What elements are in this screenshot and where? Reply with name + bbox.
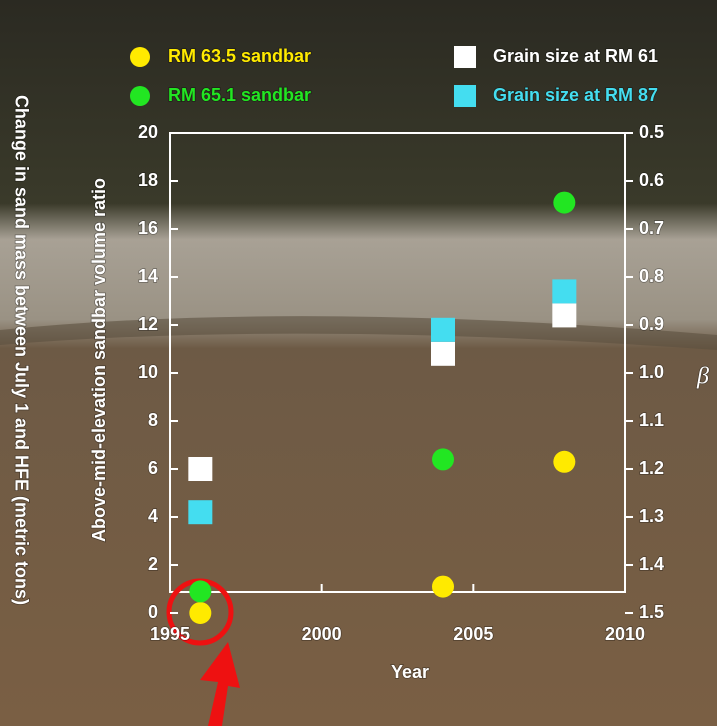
point [189,580,211,602]
legend-label: RM 65.1 sandbar [168,85,311,105]
y2-tick-label: 1.1 [639,410,664,430]
y2-tick-label: 0.8 [639,266,664,286]
point [552,279,576,303]
legend-swatch [130,47,150,67]
y-tick-label: 18 [138,170,158,190]
x-axis-label: Year [391,662,429,682]
y2-tick-label: 1.0 [639,362,664,382]
legend-label: Grain size at RM 87 [493,85,658,105]
y-tick-label: 16 [138,218,158,238]
y2-tick-label: 1.4 [639,554,664,574]
point [552,303,576,327]
y2-axis-label: β [696,364,709,390]
outer-y-label: Change in sand mass between July 1 and H… [11,95,31,605]
x-tick-label: 2005 [453,624,493,644]
y-tick-label: 0 [148,602,158,622]
point [431,318,455,342]
y-tick-label: 8 [148,410,158,430]
y-tick-label: 4 [148,506,158,526]
y2-tick-label: 0.6 [639,170,664,190]
legend-label: RM 63.5 sandbar [168,46,311,66]
y-tick-label: 12 [138,314,158,334]
point [431,342,455,366]
y2-tick-label: 1.5 [639,602,664,622]
y2-tick-label: 0.9 [639,314,664,334]
legend-swatch [130,86,150,106]
y-tick-label: 14 [138,266,158,286]
legend-swatch [454,46,476,68]
y-tick-label: 20 [138,122,158,142]
y2-tick-label: 0.5 [639,122,664,142]
y-tick-label: 10 [138,362,158,382]
point [188,457,212,481]
point [553,192,575,214]
y-axis-label: Above-mid-elevation sandbar volume ratio [89,178,109,542]
legend-label: Grain size at RM 61 [493,46,658,66]
point [553,451,575,473]
legend-swatch [454,85,476,107]
point [432,448,454,470]
chart: Year Above-mid-elevation sandbar volume … [0,0,717,726]
y2-tick-label: 1.2 [639,458,664,478]
y-tick-label: 6 [148,458,158,478]
point [432,576,454,598]
y-tick-label: 2 [148,554,158,574]
y2-tick-label: 1.3 [639,506,664,526]
point [188,500,212,524]
x-tick-label: 2010 [605,624,645,644]
x-tick-label: 2000 [302,624,342,644]
point [189,602,211,624]
x-tick-label: 1995 [150,624,190,644]
y2-tick-label: 0.7 [639,218,664,238]
